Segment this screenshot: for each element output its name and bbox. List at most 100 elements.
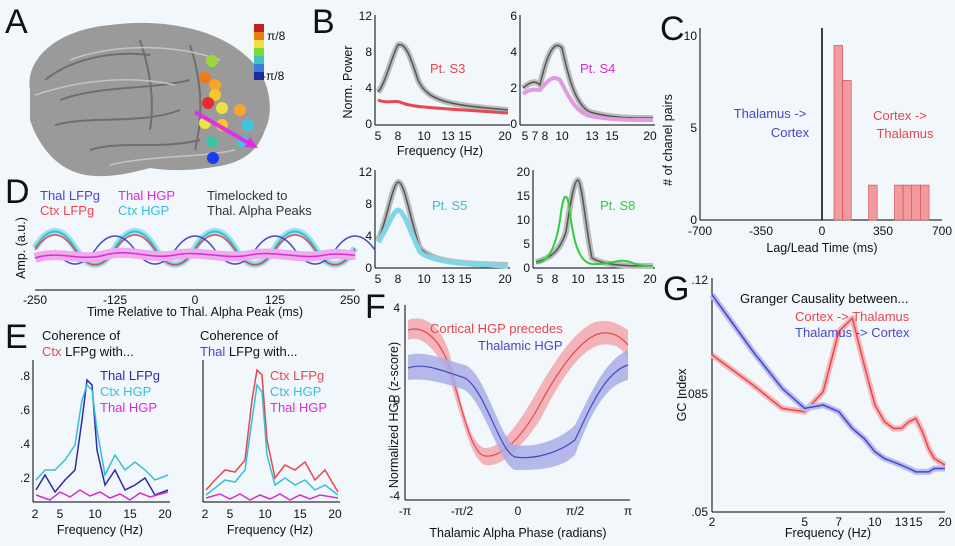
g-xtick: 13 [895,515,909,529]
e-ytick: .6 [20,403,30,417]
b-xtick: 5 [375,272,382,286]
b-xtick: 8 [552,272,559,286]
panel-label-d: D [5,173,30,211]
subplot-s5: 12 8 4 0 Pt. S5 5 8 10 13 15 20 [359,165,512,286]
b-xtick: 8 [395,129,402,143]
d-legend-ctx-hgp: Ctx HGP [118,203,169,218]
c-left-text: Cortex [771,125,810,140]
c-bar [911,184,921,221]
d-xlabel: Time Relative to Thal. Alpha Peak (ms) [87,305,303,319]
f-ytick: -4 [389,489,400,503]
b-xtick: 13 [441,129,455,143]
e-right-title-2: Thal LFPg with... [200,344,298,359]
c-left-text: Thalamus -> [734,106,807,121]
c-bar [842,80,852,221]
e-left-title-2: Ctx LFPg with... [42,344,134,359]
colorbar: π/8 -π/8 [254,24,286,83]
g-ylabel: GC Index [675,368,689,422]
panel-label-c: C [660,10,685,48]
g-xtick: 20 [938,515,952,529]
b-s5-ytick: 12 [359,165,373,179]
e-right-entry: Thal HGP [270,400,327,415]
d-xtick: -125 [103,293,127,307]
b-s8-ytick: 20 [517,165,531,179]
electrode-dots [193,55,258,164]
e-left-entry: Ctx HGP [100,384,151,399]
b-s4-ytick: 2 [510,81,517,95]
c-bar [833,45,843,221]
g-title: Granger Causality between... [740,291,908,306]
b-ylabel: Norm. Power [341,46,355,119]
b-xtick: 15 [458,129,472,143]
e-right-title: Coherence of [200,328,278,343]
e-xtick: 15 [123,507,137,521]
b-s8-ytick: 15 [517,189,531,203]
g-xtick: 15 [909,515,923,529]
d-note: Timelocked to [207,188,287,203]
c-xlabel: Lag/Lead Time (ms) [766,241,877,255]
e-ytick: .8 [20,369,30,383]
c-right-text: Thalamus [876,126,934,141]
g-xticks: 2 5 7 10 13 15 20 [709,515,952,529]
g-xtick: 2 [709,515,716,529]
e-xtick: 10 [88,507,102,521]
g-xlabel: Frequency (Hz) [785,526,871,540]
subplot-s4: 6 4 2 0 Pt. S4 5 7 8 10 13 15 20 [510,9,657,143]
c-bar [902,184,913,221]
b-xtick: 13 [585,129,599,143]
g-legend-thal: Thalamus -> Cortex [795,325,910,340]
e-right-title-colored: Thal [200,344,225,359]
d-xtick: 0 [192,293,199,307]
g-legend-ctx: Cortex -> Thalamus [795,309,910,324]
subplot-s8: 20 15 10 5 0 Pt. S8 5 8 10 13 15 20 [517,165,657,286]
f-legend-thal: Thalamic HGP [478,338,563,353]
b-s4-ytick: 4 [510,45,517,59]
g-xtick: 5 [801,515,808,529]
f-xtick: -π/2 [451,504,474,518]
e-xtick: 5 [227,507,234,521]
b-s8-ytick: 10 [517,213,531,227]
b-xtick: 13 [595,272,609,286]
c-right-text: Cortex -> [873,108,927,123]
d-legend-thal-hgp: Thal HGP [118,188,175,203]
c-xtick: 350 [873,224,893,238]
b-s3-ytick: 4 [365,81,372,95]
c-bar [920,184,930,221]
panel-label-g: G [663,270,689,308]
b-xtick: 7 [532,129,539,143]
f-xlabel: Thalamic Alpha Phase (radians) [429,526,606,540]
d-xtick: 250 [340,293,360,307]
e-xtick: 5 [57,507,64,521]
e-left-title-post: LFPg with... [62,344,134,359]
f-ytick: 0 [393,393,400,407]
d-legend-thal-lfpg: Thal LFPg [40,188,100,203]
e-left-entry: Thal HGP [100,400,157,415]
b-xtick: 10 [417,272,431,286]
b-s4-ytick: 6 [510,9,517,23]
e-xlabel-right: Frequency (Hz) [227,523,313,537]
c-ytick: 0 [690,213,697,227]
c-ytick: 10 [684,29,698,43]
d-xtick: -250 [23,293,47,307]
e-ytick: .2 [20,471,30,485]
d-ylabel: Amp. (a.u.) [14,217,28,279]
c-xtick: 0 [819,224,826,238]
colorbar-top-label: π/8 [267,29,286,43]
d-legend-ctx-lfpg: Ctx LFPg [40,203,94,218]
b-s3-ytick: 12 [359,9,373,23]
b-xtick: 20 [643,129,657,143]
d-xtick: 125 [265,293,285,307]
e-xtick: 10 [258,507,272,521]
c-bar [894,184,904,221]
panel-label-b: B [312,3,335,41]
c-xtick: 700 [932,224,952,238]
e-right-entry: Ctx LFPg [270,368,324,383]
b-xtick: 8 [542,129,549,143]
b-xtick: 20 [498,272,512,286]
f-legend-ctx: Cortical HGP precedes [430,321,563,336]
c-ylabel: # of chanel pairs [661,94,675,186]
g-ytick: .085 [685,387,709,401]
panel-label-e: E [5,318,28,356]
b-xtick: 20 [498,129,512,143]
